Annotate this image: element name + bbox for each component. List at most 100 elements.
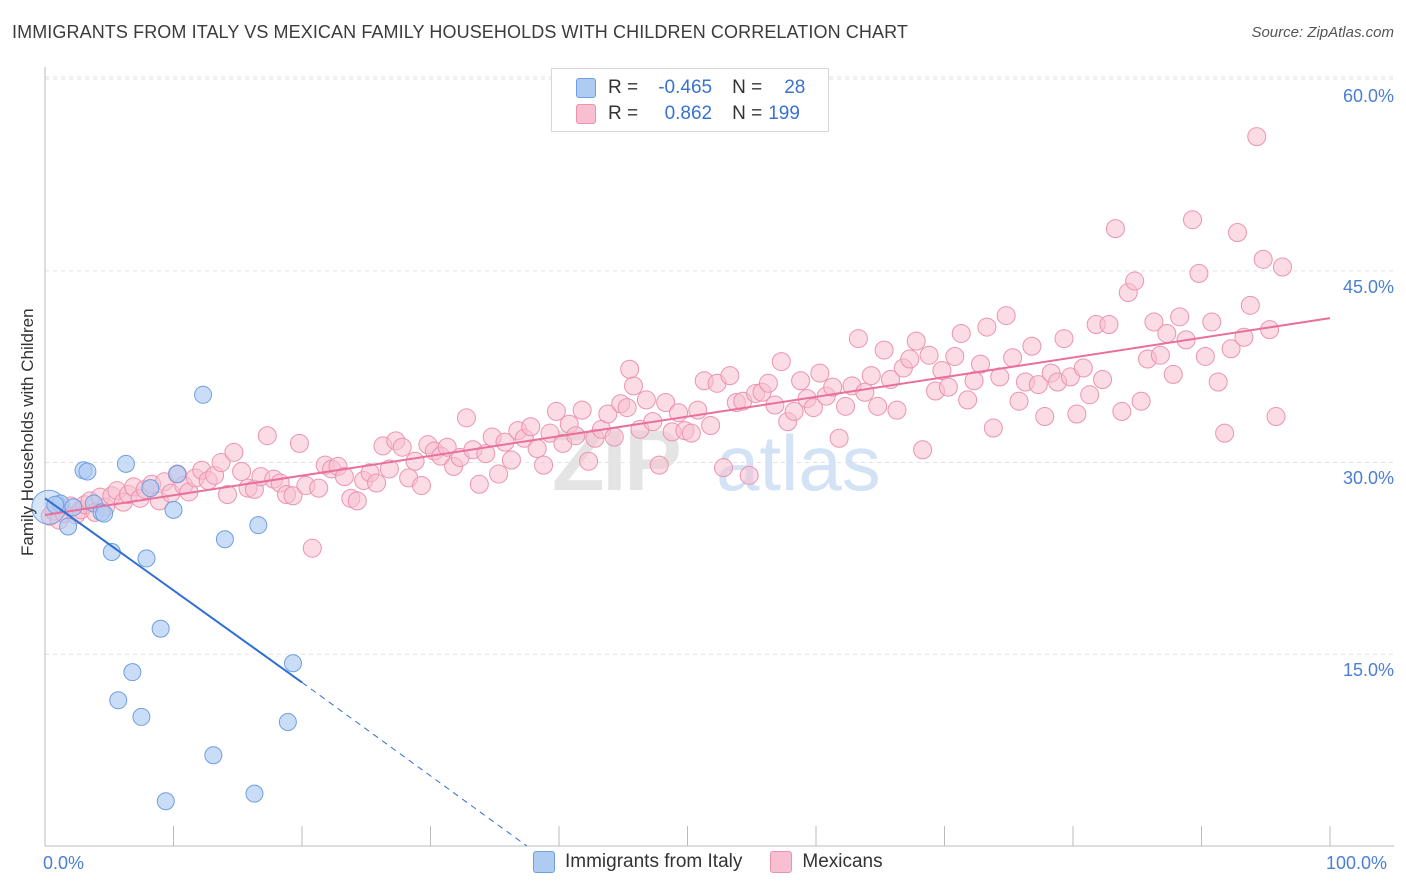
mexicans-point [1067, 404, 1087, 424]
mexicans-point [848, 329, 868, 349]
bottom-legend-item-mexicans: Mexicans [770, 851, 883, 873]
mexicans-point [1272, 257, 1292, 277]
grid-lines [45, 76, 1394, 655]
mexicans-point [919, 345, 939, 365]
mexicans-point [579, 451, 599, 471]
mexicans-point [1112, 401, 1132, 421]
bottom-legend-label-mexicans: Mexicans [802, 851, 883, 872]
mexicans-point [1099, 315, 1119, 335]
mexicans-point [784, 401, 804, 421]
mexicans-point [1163, 364, 1183, 384]
mexicans-point [572, 400, 592, 420]
italy-point [59, 517, 78, 536]
mexicans-point [855, 382, 875, 402]
mexicans-point [283, 486, 303, 506]
mexicans-point [1022, 336, 1042, 356]
mexicans-point [302, 538, 322, 558]
mexicans-point [1131, 391, 1151, 411]
watermark-atlas: atlas [716, 419, 881, 507]
italy-point [137, 549, 156, 568]
mexicans-point [803, 398, 823, 418]
mexicans-point [945, 346, 965, 366]
legend-swatch-italy [576, 78, 596, 98]
mexicans-point [958, 390, 978, 410]
mexicans-point [1266, 407, 1286, 427]
mexicans-point [257, 426, 277, 446]
bottom-legend-swatch-italy [533, 851, 555, 873]
italy-point [151, 619, 170, 638]
mexicans-point [1183, 210, 1203, 230]
mexicans-point [913, 440, 933, 460]
mexicans-point [1240, 295, 1260, 315]
mexicans-point [906, 331, 926, 351]
mexicans-point [1170, 307, 1190, 327]
mexicans-point [720, 366, 740, 386]
mexicans-point [617, 398, 637, 418]
y-axis-label: Family Households with Children [18, 308, 37, 556]
legend-r-value: -0.465 [658, 77, 713, 98]
legend-n-value: 199 [768, 103, 800, 124]
mexicans-point [681, 423, 701, 443]
legend-n-value: 28 [784, 77, 806, 98]
y-tick-label: 15.0% [1342, 660, 1394, 680]
mexicans-point [758, 373, 778, 393]
mexicans-point [217, 485, 237, 505]
mexicans-point [289, 433, 309, 453]
y-tick-label: 60.0% [1342, 86, 1394, 106]
mexicans-point [1157, 323, 1177, 343]
mexicans-point [874, 340, 894, 360]
mexicans-point [412, 476, 432, 496]
italy-point [204, 746, 223, 765]
mexicans-point [713, 458, 733, 478]
italy-point [141, 479, 160, 498]
mexicans-point [211, 453, 231, 473]
mexicans-point [636, 390, 656, 410]
y-tick-label: 30.0% [1342, 468, 1394, 488]
mexicans-point [996, 306, 1016, 326]
legend-row-mexicans: R = 0.862 N = 199 [576, 101, 800, 127]
mexicans-point [624, 376, 644, 396]
italy-point [278, 713, 297, 732]
mexicans-point [1144, 312, 1164, 332]
mexicans-point [970, 354, 990, 374]
mexicans-point [405, 451, 425, 471]
x-tick-label: 100.0% [1326, 853, 1388, 873]
legend-n-label: N = [732, 103, 763, 124]
mexicans-point [938, 377, 958, 397]
mexicans-point [932, 361, 952, 381]
mexicans-point [379, 459, 399, 479]
mexicans-point [456, 408, 476, 428]
mexicans-point [1150, 345, 1170, 365]
italy-point [164, 500, 183, 519]
y-tick-label: 45.0% [1342, 277, 1394, 297]
mexicans-point [829, 428, 849, 448]
mexicans-point [1195, 346, 1215, 366]
mexicans-point [1189, 263, 1209, 283]
mexicans-point [546, 401, 566, 421]
italy-point [249, 516, 268, 535]
mexicans-point [1125, 271, 1145, 291]
mexicans-point [392, 437, 412, 457]
mexicans-point [1253, 249, 1273, 269]
mexicans-point [501, 450, 521, 470]
bottom-legend: Immigrants from Italy Mexicans [533, 851, 911, 873]
italy-point [215, 530, 234, 549]
mexicans-point [1073, 358, 1093, 378]
bottom-legend-swatch-mexicans [770, 851, 793, 873]
mexicans-point [771, 352, 791, 372]
italy-point [123, 663, 142, 682]
mexicans-point [521, 417, 541, 437]
series-italy [31, 385, 303, 811]
legend-n-label: N = [732, 77, 763, 98]
mexicans-point [566, 426, 586, 446]
mexicans-point [232, 462, 252, 481]
mexicans-point [868, 396, 888, 416]
bottom-legend-item-italy: Immigrants from Italy [533, 851, 742, 873]
mexicans-point [649, 455, 669, 475]
mexicans-point [977, 317, 997, 337]
mexicans-point [1028, 375, 1048, 395]
mexicans-point [1035, 407, 1055, 427]
mexicans-point [900, 349, 920, 369]
mexicans-point [1221, 339, 1241, 359]
